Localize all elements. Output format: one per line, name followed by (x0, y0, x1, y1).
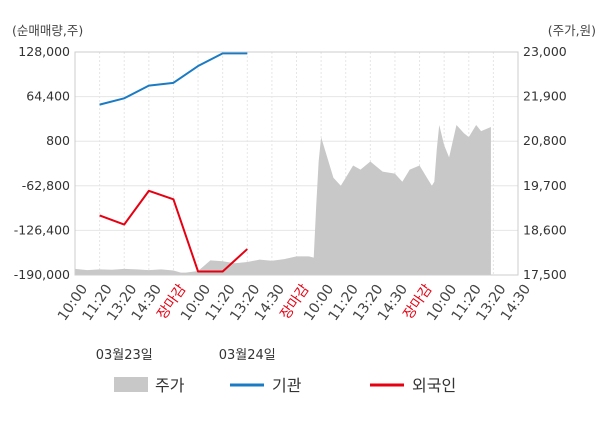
right-tick-label: 20,800 (523, 133, 567, 148)
net-volume-lines (99, 52, 248, 273)
legend-label-price: 주가 (155, 376, 185, 395)
series-line-2 (99, 189, 248, 273)
legend: 주가 기관 외국인 (114, 376, 456, 395)
date-labels: 03월23일 03월24일 (96, 348, 276, 363)
left-tick-label: 128,000 (18, 44, 70, 59)
right-axis-unit-label: (주가,원) (548, 23, 596, 38)
left-tick-label: 800 (46, 133, 70, 148)
plot-frame (74, 51, 519, 276)
legend-label-foreigner: 외국인 (412, 376, 456, 395)
right-tick-label: 17,500 (523, 267, 567, 282)
left-tick-label: 64,400 (26, 89, 70, 104)
right-axis-ticks: 23,000 21,900 20,800 19,700 18,600 17,500 (523, 44, 567, 282)
x-axis-ticks: 10:0011:2013:2014:30장마감10:0011:2013:2014… (55, 282, 534, 324)
left-tick-label: -62,800 (22, 178, 70, 193)
left-axis-unit-label: (순매매량,주) (12, 23, 83, 38)
right-tick-label: 19,700 (523, 178, 567, 193)
right-tick-label: 23,000 (523, 44, 567, 59)
left-tick-label: -126,400 (14, 222, 70, 237)
right-tick-label: 21,900 (523, 89, 567, 104)
series-line-1 (99, 52, 248, 106)
right-tick-label: 18,600 (523, 222, 567, 237)
left-tick-label: -190,000 (14, 267, 70, 282)
left-axis-ticks: 128,000 64,400 800 -62,800 -126,400 -190,000 (14, 44, 70, 282)
date-label: 03월24일 (219, 348, 276, 363)
legend-label-institution: 기관 (272, 376, 302, 395)
price-area-series (75, 124, 491, 276)
legend-swatch-price (114, 377, 148, 392)
price-area (75, 124, 491, 276)
date-label: 03월23일 (96, 348, 153, 363)
